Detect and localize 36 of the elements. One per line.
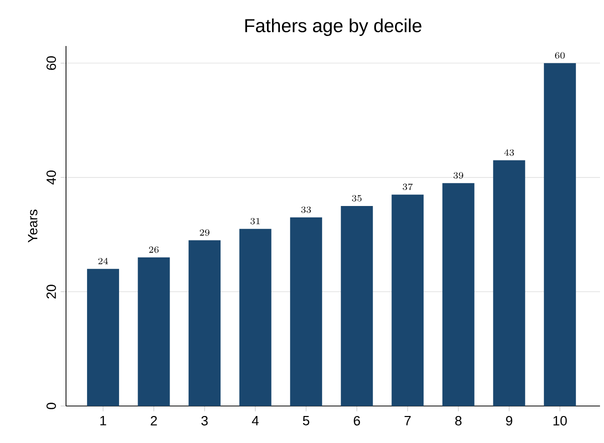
y-tick-label: 0 xyxy=(46,402,56,410)
y-tick-label: 20 xyxy=(46,284,56,298)
x-tick-label: 5 xyxy=(302,416,310,426)
data-label: 35 xyxy=(352,195,362,202)
data-label: 29 xyxy=(200,229,210,236)
y-tick-label: 40 xyxy=(46,170,56,185)
data-label: 39 xyxy=(454,172,464,179)
x-tick-label: 2 xyxy=(150,416,157,426)
data-label: 33 xyxy=(301,206,311,213)
bar xyxy=(87,268,120,406)
x-tick-label: 10 xyxy=(554,416,567,426)
y-tick-label: 60 xyxy=(46,56,56,70)
data-label: 31 xyxy=(250,218,260,224)
bar xyxy=(493,160,526,406)
bar xyxy=(442,183,474,406)
bar xyxy=(138,257,170,406)
x-tick-label: 3 xyxy=(201,416,208,426)
y-axis-title: Years xyxy=(28,210,38,243)
data-label: 24 xyxy=(98,258,108,264)
bar xyxy=(544,63,576,406)
bar xyxy=(290,217,322,406)
bar xyxy=(188,240,221,406)
x-tick-label: 1 xyxy=(100,416,106,426)
chart-title: Fathers age by decile xyxy=(245,18,422,36)
data-label: 26 xyxy=(149,246,159,253)
x-tick-label: 9 xyxy=(506,416,512,426)
x-tick-label: 6 xyxy=(354,416,360,426)
x-tick-label: 7 xyxy=(404,416,411,426)
x-tick-label: 8 xyxy=(455,416,462,426)
data-label: 37 xyxy=(402,184,413,190)
x-tick-label: 4 xyxy=(252,416,259,426)
data-label: 60 xyxy=(555,52,565,59)
data-label: 43 xyxy=(504,149,514,156)
bar xyxy=(239,228,272,406)
bar xyxy=(340,206,373,406)
bar xyxy=(392,194,424,406)
